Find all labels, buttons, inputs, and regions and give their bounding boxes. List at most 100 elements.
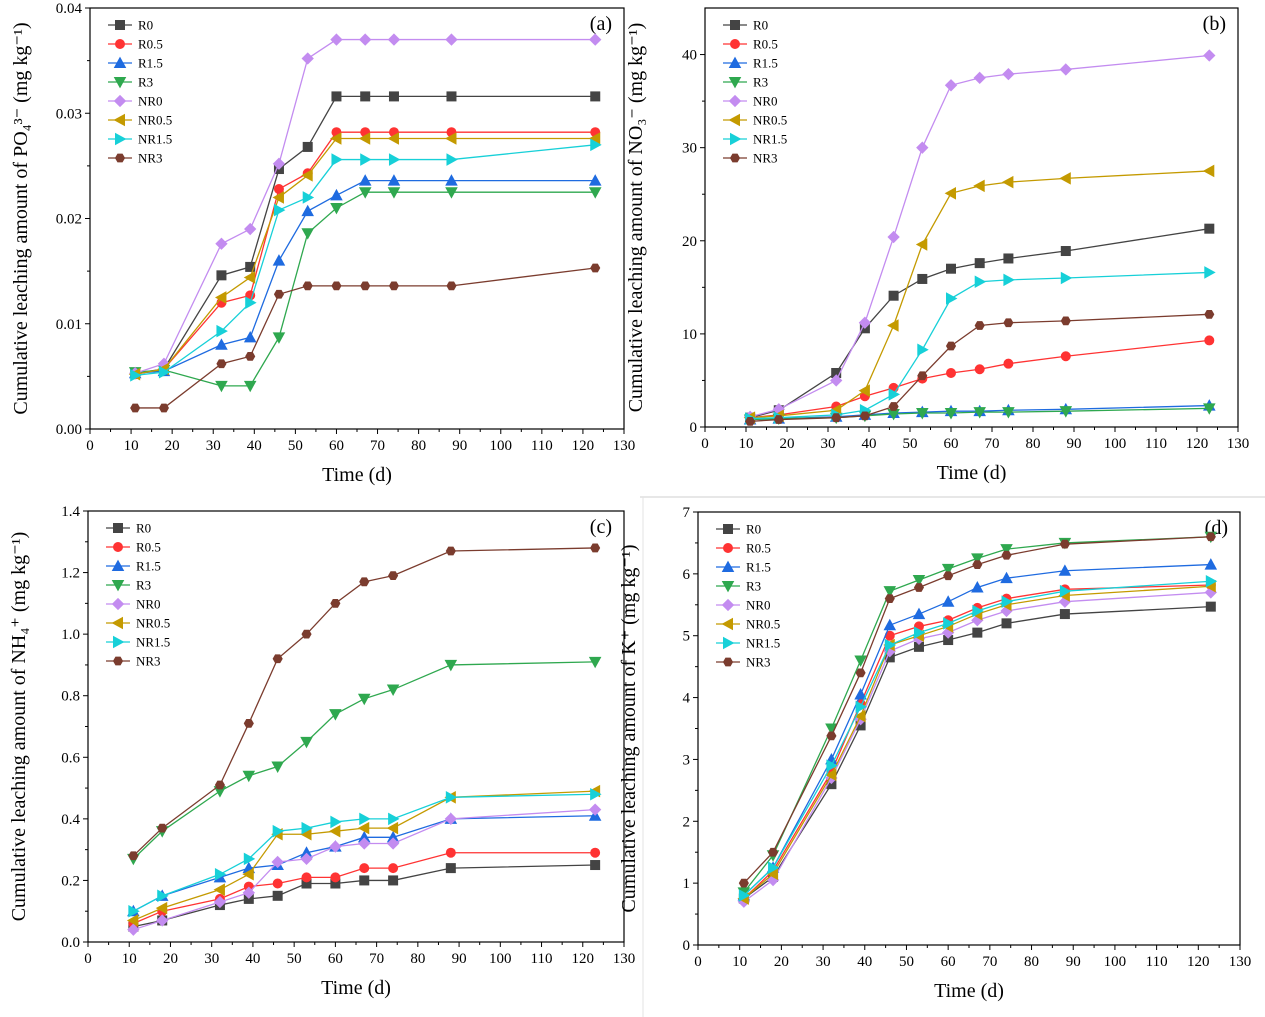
data-point bbox=[887, 230, 900, 244]
data-point bbox=[243, 852, 256, 866]
data-point bbox=[242, 886, 255, 899]
data-point bbox=[158, 403, 170, 413]
legend-marker bbox=[721, 617, 733, 631]
series-NR0 bbox=[129, 33, 602, 380]
x-tick-label: 130 bbox=[1229, 954, 1252, 970]
legend-marker bbox=[113, 542, 124, 553]
y-tick-label: 0.6 bbox=[61, 750, 80, 766]
data-point bbox=[360, 281, 371, 291]
data-point bbox=[854, 709, 866, 723]
x-tick-label: 20 bbox=[163, 951, 178, 967]
x-tick-label: 20 bbox=[165, 438, 180, 454]
data-point bbox=[272, 824, 285, 838]
data-point bbox=[1060, 246, 1071, 257]
legend-marker bbox=[112, 656, 124, 666]
legend-marker bbox=[115, 132, 127, 146]
data-point bbox=[888, 388, 901, 401]
data-point bbox=[974, 321, 985, 330]
data-point bbox=[858, 384, 870, 397]
data-point bbox=[329, 709, 342, 721]
x-tick-label: 70 bbox=[985, 436, 1000, 452]
data-point bbox=[271, 855, 284, 869]
x-tick-label: 0 bbox=[694, 954, 702, 970]
legend-label: R0.5 bbox=[753, 37, 778, 52]
legend-marker bbox=[728, 113, 740, 127]
legend-label: NR0 bbox=[746, 598, 771, 613]
data-point bbox=[446, 153, 458, 166]
data-point bbox=[155, 901, 168, 915]
y-tick-label: 0.04 bbox=[56, 1, 83, 17]
x-tick-label: 0 bbox=[701, 436, 709, 452]
data-point bbox=[359, 577, 370, 587]
data-point bbox=[388, 571, 399, 581]
data-point bbox=[915, 238, 928, 251]
y-tick-label: 0.00 bbox=[56, 422, 82, 438]
legend-label: R0 bbox=[136, 521, 151, 536]
legend-label: R0.5 bbox=[136, 540, 161, 555]
data-point bbox=[386, 821, 399, 835]
y-tick-label: 20 bbox=[682, 234, 697, 250]
y-axis-label: Cumulative leaching amount of NH₄⁺ (mg k… bbox=[8, 532, 30, 922]
data-point bbox=[884, 594, 895, 603]
data-point bbox=[386, 684, 400, 696]
data-point bbox=[1001, 175, 1014, 189]
y-tick-label: 10 bbox=[682, 327, 697, 343]
data-point bbox=[971, 553, 984, 565]
data-point bbox=[157, 889, 169, 903]
data-point bbox=[272, 332, 286, 344]
chart-panel-4: 0 10 20 30 40 50 60 70 80 90 100 110 120 130 0 1 2 3 4 5 6 7 T… bbox=[618, 505, 1251, 1002]
x-tick-label: 80 bbox=[1024, 954, 1039, 970]
data-point bbox=[445, 33, 458, 46]
y-tick-label: 3 bbox=[683, 752, 691, 768]
x-tick-label: 130 bbox=[613, 951, 636, 967]
x-tick-label: 30 bbox=[206, 438, 221, 454]
y-tick-label: 0.0 bbox=[61, 935, 80, 951]
data-point bbox=[302, 281, 313, 291]
series-NR1.5 bbox=[745, 266, 1216, 425]
legend-marker bbox=[722, 657, 734, 667]
data-point bbox=[1204, 223, 1215, 234]
data-point bbox=[213, 895, 227, 909]
series-R3 bbox=[128, 187, 602, 393]
data-point bbox=[445, 174, 458, 186]
legend-label: NR3 bbox=[746, 655, 771, 670]
data-point bbox=[272, 878, 283, 889]
series-NR3 bbox=[738, 532, 1216, 888]
legend-marker bbox=[114, 153, 126, 163]
legend-label: NR1.5 bbox=[746, 636, 780, 651]
data-point bbox=[245, 296, 257, 309]
x-tick-label: 60 bbox=[329, 438, 344, 454]
data-point bbox=[388, 281, 400, 291]
data-point bbox=[1002, 67, 1015, 81]
data-point bbox=[888, 290, 899, 301]
y-axis-label: Cumulative leaching amount of NO₃⁻ (mg k… bbox=[625, 23, 647, 413]
x-tick-label: 0 bbox=[84, 951, 92, 967]
data-point bbox=[360, 153, 372, 166]
legend-label: NR0.5 bbox=[136, 616, 170, 631]
data-point bbox=[738, 889, 751, 902]
data-point bbox=[244, 222, 257, 236]
data-point bbox=[357, 821, 370, 835]
data-point bbox=[158, 365, 171, 379]
legend-marker bbox=[113, 113, 125, 127]
data-point bbox=[359, 875, 370, 886]
data-point bbox=[446, 281, 457, 291]
data-point bbox=[971, 581, 984, 593]
data-point bbox=[216, 270, 227, 281]
x-tick-label: 130 bbox=[613, 438, 636, 454]
data-point bbox=[973, 407, 986, 419]
data-point bbox=[359, 33, 372, 46]
data-point bbox=[1205, 575, 1218, 588]
data-point bbox=[388, 875, 399, 886]
x-axis-label: Time (d) bbox=[934, 980, 1004, 1002]
data-point bbox=[445, 546, 456, 556]
data-point bbox=[358, 837, 371, 850]
chart-panel-2: 0 10 20 30 40 50 60 70 80 90 100 110 120 130 0 10 20 30 40… bbox=[625, 7, 1249, 484]
legend-marker bbox=[115, 19, 126, 30]
data-point bbox=[913, 583, 925, 592]
data-point bbox=[588, 187, 602, 199]
data-point bbox=[1000, 571, 1013, 584]
legend-marker bbox=[721, 560, 735, 572]
data-point bbox=[590, 543, 601, 553]
data-point bbox=[588, 656, 602, 669]
